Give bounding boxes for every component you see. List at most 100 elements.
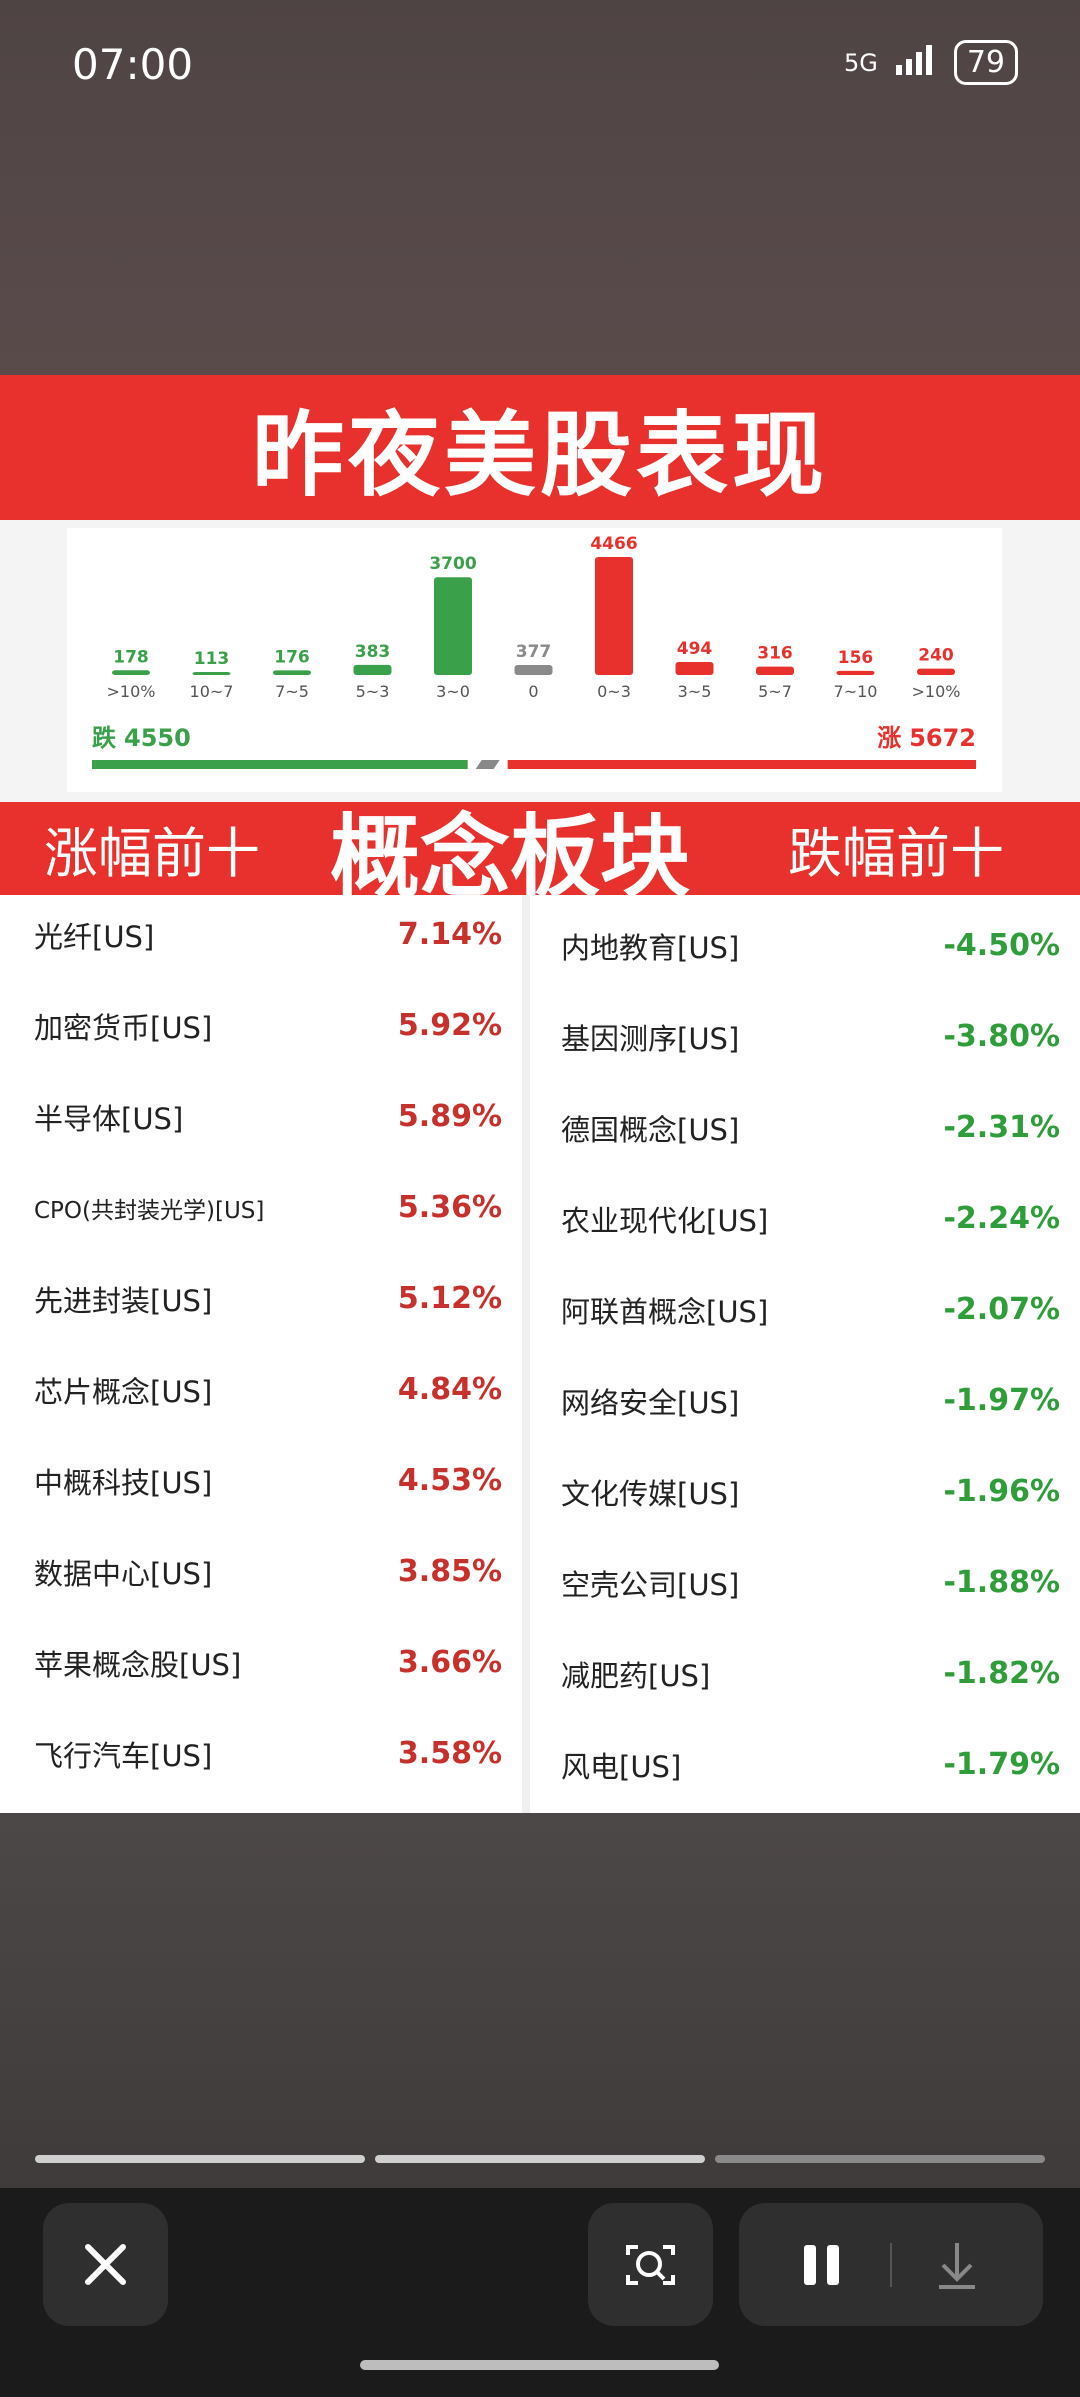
- status-time: 07:00: [72, 40, 194, 89]
- row-percent: 4.53%: [397, 1463, 502, 1498]
- row-name: 苹果概念股[US]: [34, 1647, 242, 1682]
- row-percent: -2.07%: [943, 1292, 1060, 1327]
- row-name: 阿联酋概念[US]: [561, 1294, 769, 1329]
- bar: [756, 666, 794, 675]
- bar: [836, 670, 875, 675]
- gainers-heading: 涨幅前十: [44, 822, 260, 885]
- pause-bar[interactable]: [827, 2245, 839, 2285]
- row-name: 加密货币[US]: [34, 1010, 213, 1045]
- row-percent: 5.89%: [397, 1099, 502, 1134]
- download-icon[interactable]: [939, 2243, 975, 2289]
- bar: [595, 557, 633, 675]
- table-row: 内地教育[US] -4.50%: [530, 900, 1080, 991]
- row-percent: 5.36%: [397, 1190, 502, 1225]
- table-row: 基因测序[US] -3.80%: [530, 991, 1080, 1082]
- data-label: 176: [274, 647, 310, 667]
- x-tick-label: 0~3: [597, 682, 631, 701]
- banner-title: 昨夜美股表现: [0, 375, 1080, 520]
- row-percent: 3.85%: [397, 1554, 502, 1589]
- data-label: 4466: [590, 534, 637, 554]
- chart-card: [67, 528, 1002, 792]
- table-row: 减肥药[US] -1.82%: [530, 1628, 1080, 1719]
- data-label: 383: [355, 642, 391, 662]
- row-percent: -1.97%: [943, 1383, 1060, 1418]
- table-row: 先进封装[US] 5.12%: [0, 1253, 522, 1344]
- scan-button[interactable]: [588, 2203, 713, 2326]
- data-label: 316: [757, 644, 793, 664]
- row-name: 基因测序[US]: [561, 1021, 740, 1056]
- fall-label: 跌: [92, 724, 117, 752]
- row-name: 农业现代化[US]: [561, 1203, 769, 1238]
- data-label: 3700: [429, 554, 476, 574]
- row-percent: 5.92%: [397, 1008, 502, 1043]
- row-percent: -1.79%: [943, 1747, 1060, 1782]
- page-indicator: [35, 2155, 365, 2163]
- data-label: 494: [677, 639, 713, 659]
- network: 5G: [843, 48, 878, 77]
- bar: [917, 668, 955, 675]
- close-button[interactable]: [43, 2203, 168, 2326]
- table-row: 风电[US] -1.79%: [530, 1719, 1080, 1810]
- signal: [895, 44, 936, 81]
- table-row: 苹果概念股[US] 3.66%: [0, 1617, 522, 1708]
- fall-value: 4550: [124, 724, 191, 752]
- table-row: 半导体[US] 5.89%: [0, 1071, 522, 1162]
- row-percent: 3.66%: [397, 1645, 502, 1680]
- table-row: 飞行汽车[US] 3.58%: [0, 1708, 522, 1799]
- row-name: 芯片概念[US]: [34, 1374, 213, 1409]
- status-icons: 5G 79: [844, 40, 1018, 85]
- data-label: 178: [113, 647, 149, 667]
- table-row: 加密货币[US] 5.92%: [0, 980, 522, 1071]
- row-name: 光纤[US]: [34, 919, 155, 954]
- section-title: 概念板块: [330, 804, 690, 910]
- x-tick-label: 7~10: [834, 682, 878, 701]
- data-label: 113: [194, 649, 230, 669]
- row-name: 空壳公司[US]: [561, 1567, 740, 1602]
- row-name: 飞行汽车[US]: [34, 1738, 213, 1773]
- bar: [273, 670, 311, 675]
- fall-bar: [92, 760, 468, 769]
- close-icon: [85, 2244, 126, 2285]
- chart: 178 >10% 113 10~7 176 7~5 383 5~3 3700 3~0 377 0 446…: [67, 528, 1002, 792]
- tables: 光纤[US] 7.14% 加密货币[US] 5.92% 半导体[US] 5.89% CPO(…: [0, 895, 1080, 1813]
- page-indicator: [375, 2155, 705, 2163]
- divider: [522, 895, 530, 1813]
- row-percent: -1.82%: [943, 1656, 1060, 1691]
- table-row: 德国概念[US] -2.31%: [530, 1082, 1080, 1173]
- rise-value: 5672: [909, 724, 976, 752]
- bar: [112, 670, 150, 675]
- bar: [514, 665, 553, 675]
- x-tick-label: >10%: [912, 682, 961, 701]
- row-name: 内地教育[US]: [561, 930, 740, 965]
- table-row: 数据中心[US] 3.85%: [0, 1526, 522, 1617]
- x-tick-label: 0: [528, 682, 538, 701]
- table-row: 网络安全[US] -1.97%: [530, 1355, 1080, 1446]
- row-percent: 3.58%: [397, 1736, 502, 1771]
- top-background: [0, 0, 1080, 375]
- table-row: 光纤[US] 7.14%: [0, 889, 522, 980]
- row-percent: -2.24%: [943, 1201, 1060, 1236]
- row-name: CPO(共封装光学)[US]: [34, 1197, 265, 1224]
- row-name: 数据中心[US]: [34, 1556, 213, 1591]
- row-percent: -4.50%: [943, 928, 1060, 963]
- table-row: 阿联酋概念[US] -2.07%: [530, 1264, 1080, 1355]
- chart-area: 178 >10% 113 10~7 176 7~5 383 5~3 3700 3~0 377 0 446…: [0, 520, 1080, 802]
- data-label: 377: [516, 642, 552, 662]
- home-indicator: [360, 2360, 719, 2370]
- bar: [192, 672, 231, 675]
- signal-icon: [895, 44, 932, 75]
- table-row: 空壳公司[US] -1.88%: [530, 1537, 1080, 1628]
- bar: [434, 577, 472, 675]
- fall-summary: 跌 4550: [92, 724, 191, 752]
- scan-icon: [626, 2245, 675, 2285]
- data-label: 156: [838, 648, 874, 668]
- x-tick-label: 3~5: [678, 682, 712, 701]
- section-header: 涨幅前十 概念板块 跌幅前十: [0, 802, 1080, 910]
- row-name: 先进封装[US]: [34, 1283, 213, 1318]
- x-tick-label: 7~5: [275, 682, 309, 701]
- row-percent: -3.80%: [943, 1019, 1060, 1054]
- table-row: 芯片概念[US] 4.84%: [0, 1344, 522, 1435]
- pause-bar[interactable]: [804, 2245, 816, 2285]
